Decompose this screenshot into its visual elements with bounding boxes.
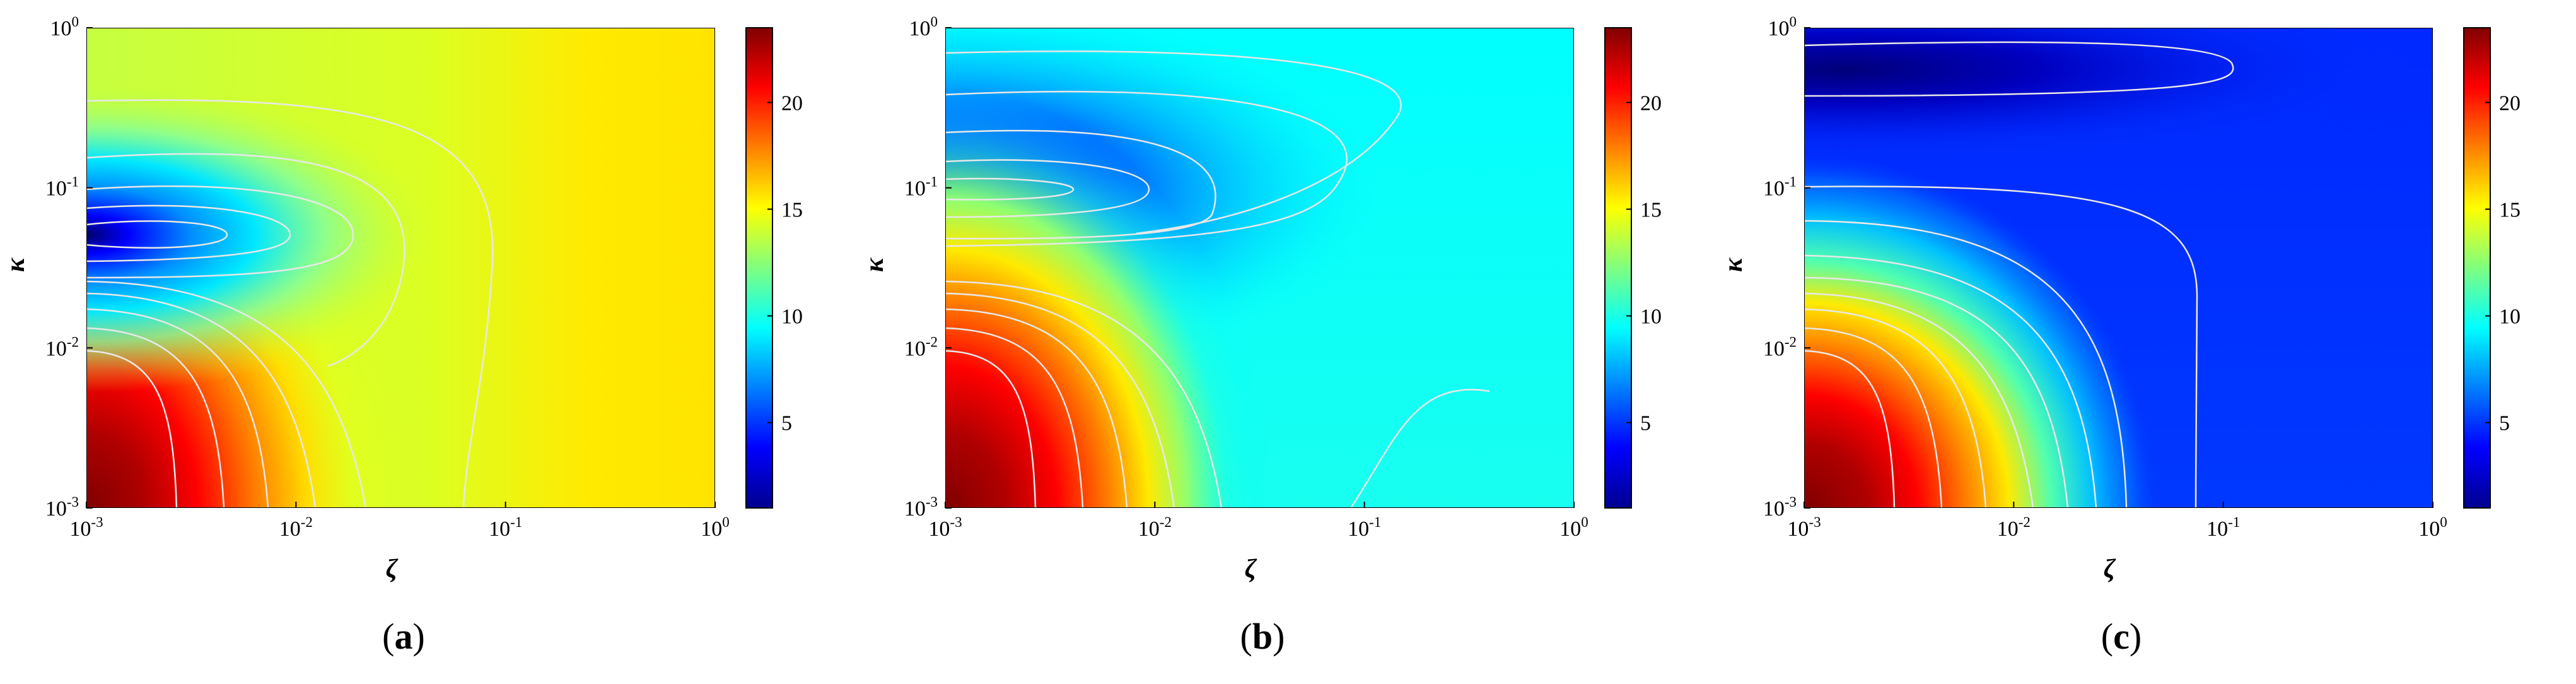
x-tick-label: 100 [701, 514, 730, 541]
x-axis-label: ζ [386, 555, 399, 584]
heatmap-area-a [86, 28, 715, 508]
y-tick-label: 10-3 [45, 494, 79, 521]
contour-lines-c [1804, 41, 2234, 508]
y-tick-label: 10-1 [1763, 174, 1797, 201]
y-tick-label: 100 [1768, 14, 1797, 40]
colorbar-tick-label: 20 [1640, 91, 1662, 115]
heatmap-area-b [945, 28, 1574, 508]
x-tick-label: 10-3 [928, 514, 962, 541]
y-tick-label: 10-3 [904, 494, 938, 521]
y-tick-label: 100 [909, 14, 938, 40]
panel-label-b: (b) [1240, 616, 1285, 657]
chart-svg-a: 10-3 10-2 10-1 100 10-3 10-2 10-1 100 ζ κ 5 10 1… [1, 14, 803, 584]
x-tick-label: 100 [2418, 514, 2447, 541]
x-tick-label: 10-2 [1138, 514, 1172, 541]
panel-label-a: (a) [382, 616, 425, 657]
colorbar-tick-label: 10 [2499, 305, 2521, 329]
colorbar [2463, 27, 2491, 509]
colorbar-tick-label: 10 [1640, 305, 1662, 329]
heatmap-max-region [1804, 28, 2433, 508]
y-tick-label: 10-1 [904, 174, 938, 201]
y-tick-label: 10-2 [904, 334, 938, 360]
colorbar-tick-label: 20 [2499, 91, 2521, 115]
colorbar [745, 27, 773, 509]
heatmap-area-c [1804, 28, 2433, 508]
x-tick-label: 10-1 [2206, 514, 2240, 541]
y-axis-label: κ [1719, 257, 1748, 272]
x-tick-label: 10-1 [489, 514, 522, 541]
colorbar-ticks-c: 5 10 15 20 [2485, 91, 2521, 435]
heatmap-min-region [86, 28, 715, 508]
y-axis-label: κ [860, 257, 889, 272]
x-tick-label: 10-1 [1348, 514, 1381, 541]
colorbar-ticks-a: 5 10 15 20 [767, 91, 803, 435]
y-ticks-a: 10-3 10-2 10-1 100 [45, 14, 93, 521]
colorbar-tick-label: 5 [2499, 412, 2510, 435]
y-tick-label: 10-2 [1763, 334, 1797, 360]
y-axis-label: κ [1, 257, 30, 272]
colorbar-tick-label: 15 [2499, 198, 2521, 221]
y-tick-label: 10-1 [45, 174, 79, 201]
y-tick-label: 10-3 [1763, 494, 1797, 521]
panel-b: 10-3 10-2 10-1 100 10-3 10-2 10-1 100 ζ κ 5 10 1… [859, 0, 1717, 684]
heatmap-max-region [945, 28, 1574, 508]
x-tick-label: 10-3 [1787, 514, 1821, 541]
colorbar-tick-label: 15 [781, 198, 803, 221]
chart-svg-c: 10-3 10-2 10-1 100 10-3 10-2 10-1 100 ζ κ 5 10 1… [1719, 14, 2521, 584]
x-ticks-b: 10-3 10-2 10-1 100 [928, 502, 1588, 541]
y-ticks-b: 10-3 10-2 10-1 100 [904, 14, 952, 521]
colorbar-tick-label: 5 [1640, 412, 1651, 435]
colorbar-tick-label: 20 [781, 91, 803, 115]
x-axis-label: ζ [1245, 555, 1257, 584]
x-axis-label: ζ [2104, 555, 2116, 584]
x-tick-label: 100 [1559, 514, 1588, 541]
y-ticks-c: 10-3 10-2 10-1 100 [1763, 14, 1810, 521]
panel-c: 10-3 10-2 10-1 100 10-3 10-2 10-1 100 ζ κ 5 10 1… [1718, 0, 2576, 684]
colorbar-tick-label: 5 [781, 412, 792, 435]
contour-lines-b [945, 50, 1490, 508]
colorbar-tick-label: 15 [1640, 198, 1662, 221]
x-tick-label: 10-2 [279, 514, 313, 541]
x-tick-label: 10-2 [1997, 514, 2031, 541]
y-tick-label: 10-2 [45, 334, 79, 360]
panel-a: 10-3 10-2 10-1 100 10-3 10-2 10-1 100 ζ κ 5 10 1… [0, 0, 858, 684]
colorbar-tick-label: 10 [781, 305, 803, 329]
panel-label-c: (c) [2101, 616, 2142, 657]
x-ticks-c: 10-3 10-2 10-1 100 [1787, 502, 2447, 541]
x-ticks-a: 10-3 10-2 10-1 100 [69, 502, 730, 541]
colorbar-ticks-b: 5 10 15 20 [1626, 91, 1662, 435]
y-tick-label: 100 [50, 14, 79, 40]
contour-lines-a [86, 99, 494, 508]
colorbar [1604, 27, 1632, 509]
chart-svg-b: 10-3 10-2 10-1 100 10-3 10-2 10-1 100 ζ κ 5 10 1… [860, 14, 1662, 584]
x-tick-label: 10-3 [69, 514, 103, 541]
